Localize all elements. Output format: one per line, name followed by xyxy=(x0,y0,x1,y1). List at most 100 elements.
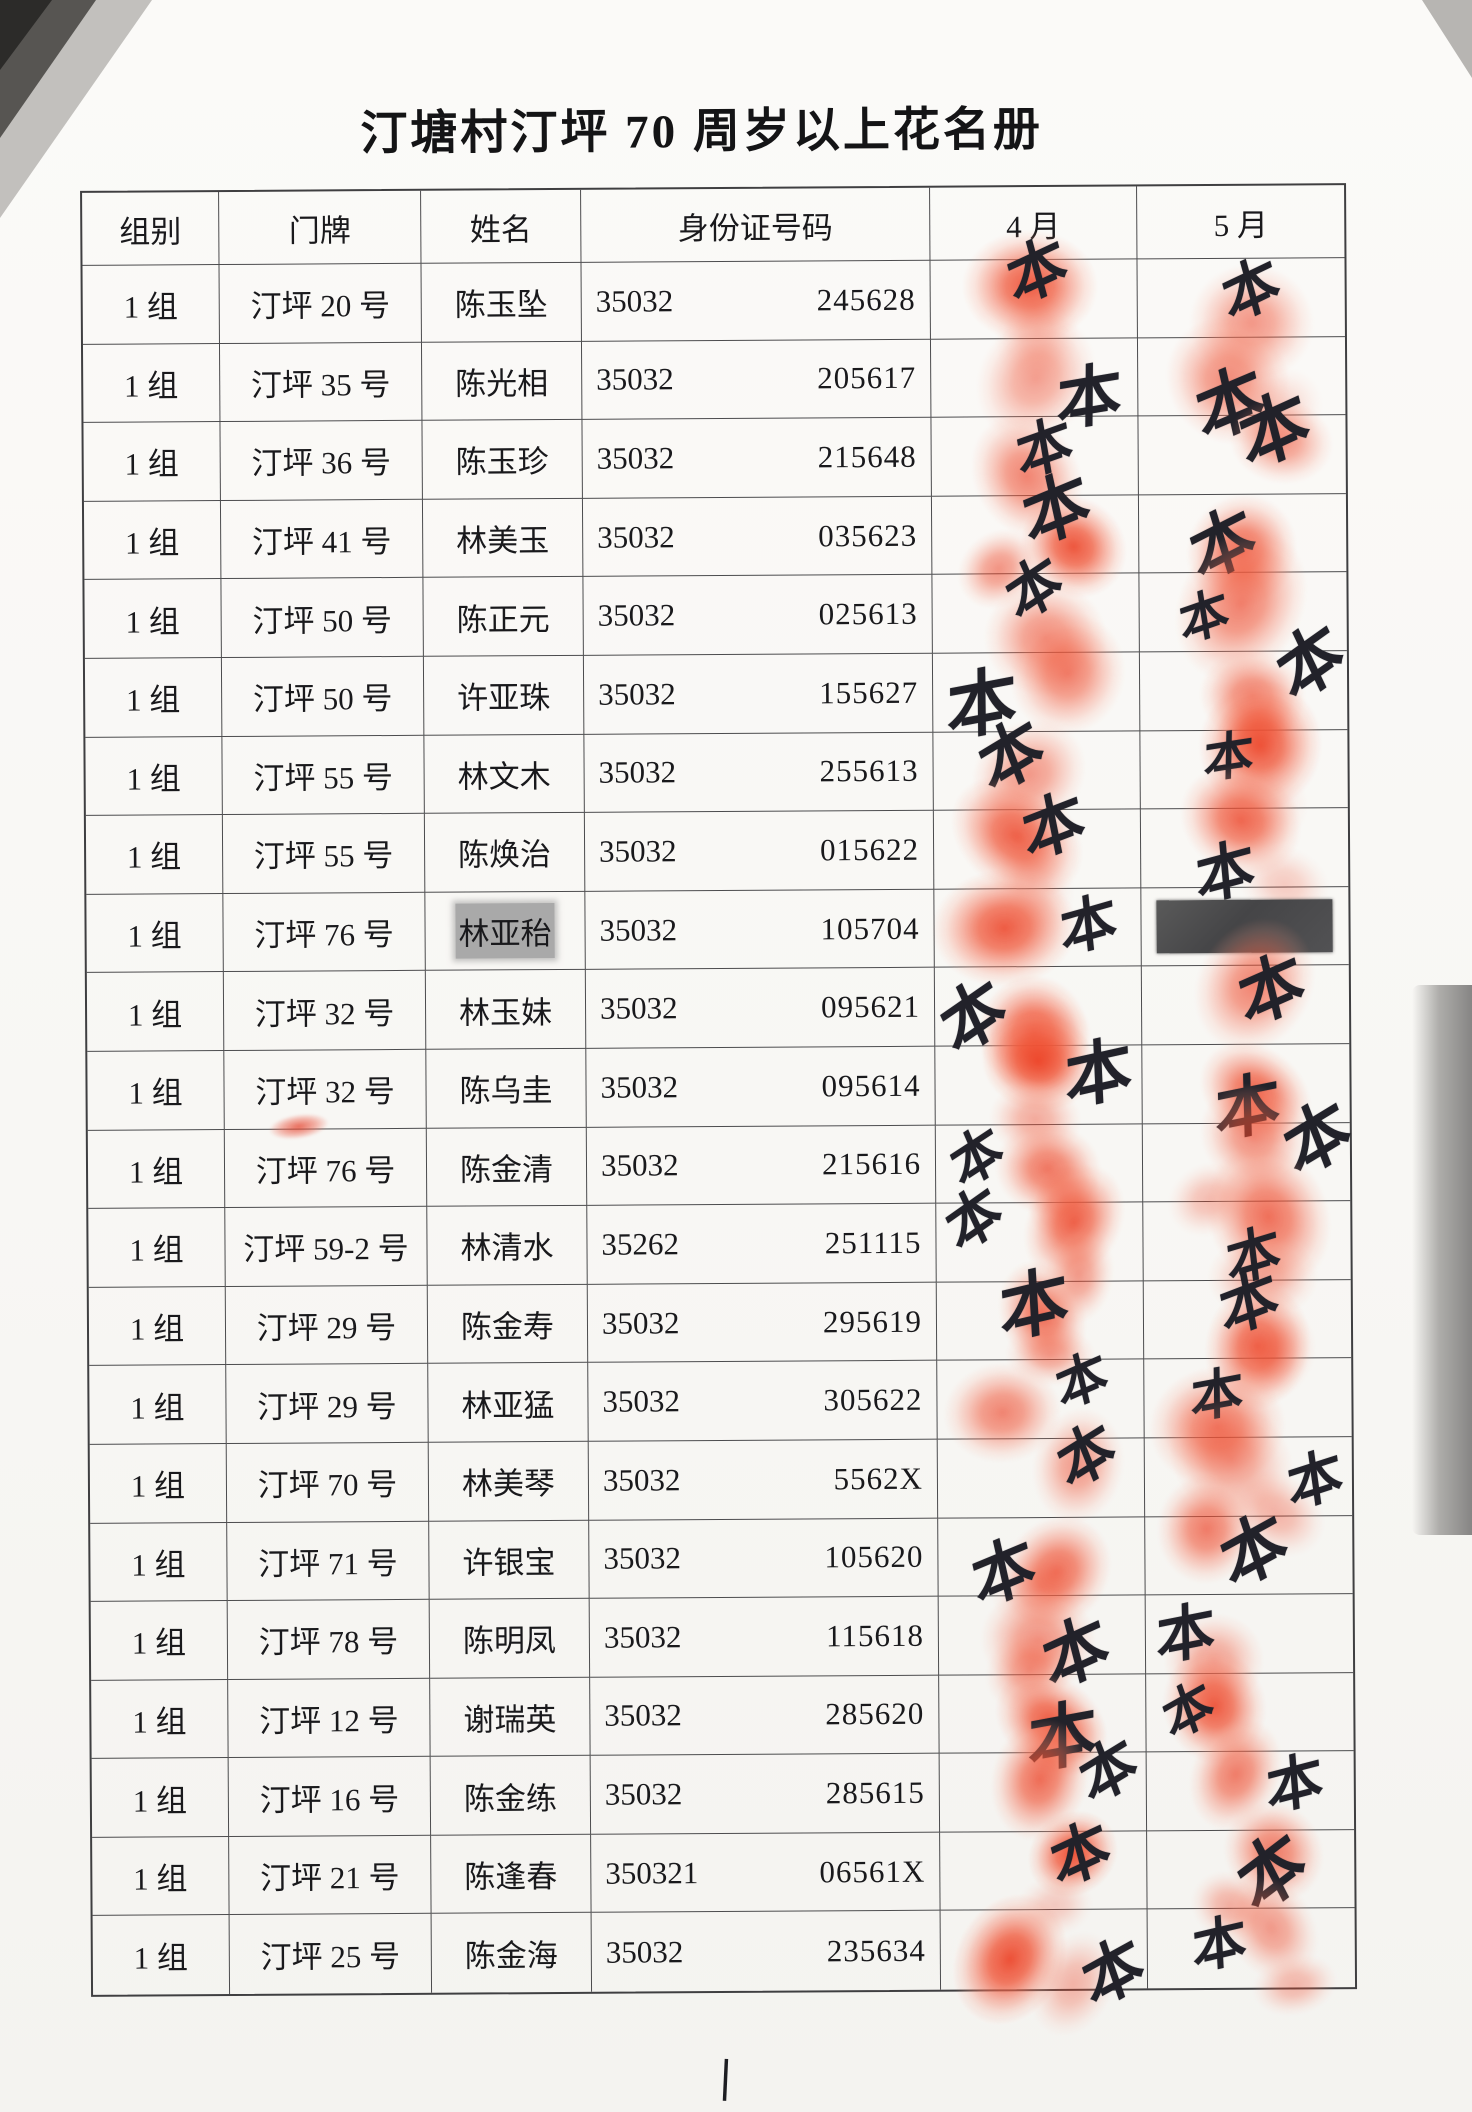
cell-name: 陈玉坠 xyxy=(421,262,582,343)
cell-may-stamp xyxy=(1139,651,1348,731)
cell-group: 1 组 xyxy=(90,1601,229,1681)
house-number-value: 汀坪 32 号 xyxy=(255,1074,395,1111)
cell-may-stamp xyxy=(1138,493,1347,574)
id-suffix: 095621 xyxy=(820,988,921,1025)
person-name-value: 陈明凤 xyxy=(462,1623,557,1659)
cell-id-number: 35032 105704 xyxy=(585,889,935,971)
cell-may-stamp xyxy=(1140,808,1349,889)
cell-house: 汀坪 76 号 xyxy=(223,892,426,973)
id-suffix: 025613 xyxy=(818,595,918,632)
person-name-value: 陈乌圭 xyxy=(459,1073,553,1109)
house-number-value: 汀坪 71 号 xyxy=(258,1545,398,1582)
cell-name: 陈逢春 xyxy=(431,1834,592,1915)
table-row: 1 组 汀坪 59-2 号 林清水 35262 251115 xyxy=(88,1201,1351,1288)
cell-name: 林美玉 xyxy=(422,498,584,579)
id-prefix: 35032 xyxy=(600,1147,679,1184)
cell-id-number: 35032 095621 xyxy=(585,968,936,1049)
cell-house: 汀坪 21 号 xyxy=(229,1835,432,1916)
cell-may-stamp xyxy=(1142,1044,1350,1124)
house-number-value: 汀坪 35 号 xyxy=(250,366,391,403)
house-number-value: 汀坪 41 号 xyxy=(251,524,392,560)
cell-id-number: 35032 255613 xyxy=(584,732,934,813)
cell-april-stamp xyxy=(940,1909,1149,1990)
cell-group: 1 组 xyxy=(90,1522,228,1602)
group-value: 1 组 xyxy=(124,446,179,483)
id-suffix: 5562X xyxy=(833,1460,924,1497)
cell-may-stamp xyxy=(1139,572,1347,653)
id-prefix: 35032 xyxy=(599,990,678,1026)
id-suffix: 115618 xyxy=(825,1617,924,1654)
person-name-value: 陈焕治 xyxy=(458,837,552,874)
cell-may-stamp xyxy=(1144,1437,1353,1517)
table-row: 1 组 汀坪 41 号 林美玉 35032 035623 xyxy=(83,493,1347,581)
person-name-value: 陈金寿 xyxy=(460,1309,555,1345)
person-name-value: 林美玉 xyxy=(456,523,550,559)
cell-may-stamp xyxy=(1137,336,1346,417)
cell-may-stamp xyxy=(1143,1279,1352,1360)
cell-group: 1 组 xyxy=(89,1443,228,1524)
cell-name: 陈金海 xyxy=(431,1913,593,1993)
table-row: 1 组 汀坪 78 号 陈明凤 35032 115618 xyxy=(90,1594,1354,1681)
table-row: 1 组 汀坪 70 号 林美琴 35032 5562X xyxy=(89,1437,1353,1524)
person-name-value: 陈光相 xyxy=(455,365,549,402)
house-number-value: 汀坪 70 号 xyxy=(257,1467,398,1504)
id-prefix: 35032 xyxy=(604,1697,682,1734)
cell-id-number: 35032 025613 xyxy=(583,575,933,656)
cell-may-stamp xyxy=(1147,1830,1355,1910)
house-number-value: 汀坪 55 号 xyxy=(253,838,394,875)
cell-april-stamp xyxy=(930,338,1139,418)
group-value: 1 组 xyxy=(127,918,182,954)
id-prefix: 35032 xyxy=(598,833,677,869)
cell-group: 1 组 xyxy=(84,658,223,738)
house-number-value: 汀坪 29 号 xyxy=(256,1309,397,1346)
table-row: 1 组 汀坪 36 号 陈玉珍 35032 215648 xyxy=(83,415,1346,502)
id-prefix: 35262 xyxy=(601,1226,680,1262)
cell-may-stamp xyxy=(1146,1751,1355,1832)
cell-house: 汀坪 70 号 xyxy=(226,1442,430,1523)
cell-house: 汀坪 71 号 xyxy=(227,1521,430,1602)
id-prefix: 35032 xyxy=(605,1934,684,1970)
table-row: 1 组 汀坪 21 号 陈逢春 350321 06561X xyxy=(92,1830,1355,1917)
group-value: 1 组 xyxy=(133,1861,188,1897)
cell-april-stamp xyxy=(930,259,1138,340)
table-row: 1 组 汀坪 12 号 谢瑞英 35032 285620 xyxy=(91,1672,1354,1760)
house-number-value: 汀坪 29 号 xyxy=(257,1388,397,1425)
table-row: 1 组 汀坪 35 号 陈光相 35032 205617 xyxy=(82,336,1346,424)
id-suffix: 095614 xyxy=(821,1067,921,1104)
column-header-april: 4 月 xyxy=(930,186,1138,261)
id-prefix: 35032 xyxy=(598,676,676,712)
group-value: 1 组 xyxy=(124,525,180,561)
cell-name: 陈光相 xyxy=(421,341,583,421)
id-prefix: 35032 xyxy=(595,283,674,319)
id-prefix: 35032 xyxy=(596,361,674,398)
cell-april-stamp xyxy=(939,1752,1148,1833)
id-prefix: 35032 xyxy=(601,1304,680,1341)
cell-group: 1 组 xyxy=(91,1758,230,1838)
cell-name: 陈正元 xyxy=(423,577,584,657)
id-prefix: 35032 xyxy=(600,1068,679,1105)
column-header-name: 姓名 xyxy=(421,189,582,264)
table-row: 1 组 汀坪 20 号 陈玉坠 35032 245628 xyxy=(82,258,1345,345)
id-suffix: 015622 xyxy=(819,831,920,868)
group-value: 1 组 xyxy=(126,839,182,876)
id-suffix: 105620 xyxy=(824,1539,924,1575)
cell-name: 林亚秮 xyxy=(425,891,586,972)
cell-may-stamp xyxy=(1138,415,1346,496)
cell-may-stamp xyxy=(1144,1358,1352,1439)
id-prefix: 35032 xyxy=(597,597,676,633)
table-row: 1 组 汀坪 55 号 陈焕治 35032 015622 xyxy=(85,808,1349,895)
cell-group: 1 组 xyxy=(82,343,221,424)
cell-group: 1 组 xyxy=(82,265,220,345)
cell-house: 汀坪 12 号 xyxy=(228,1678,431,1759)
table-row: 1 组 汀坪 71 号 许银宝 35032 105620 xyxy=(90,1515,1353,1602)
group-value: 1 组 xyxy=(128,1154,184,1190)
person-name-value: 林玉妹 xyxy=(458,994,553,1031)
id-suffix: 06561X xyxy=(819,1853,926,1890)
table-row: 1 组 汀坪 16 号 陈金练 35032 285615 xyxy=(91,1751,1355,1838)
cell-may-stamp xyxy=(1145,1594,1354,1675)
table-row: 1 组 汀坪 50 号 陈正元 35032 025613 xyxy=(84,572,1347,659)
person-name-value: 陈玉坠 xyxy=(454,287,548,323)
cell-april-stamp xyxy=(931,495,1140,576)
person-name-value: 林清水 xyxy=(460,1230,554,1267)
person-name-value: 许银宝 xyxy=(462,1544,556,1581)
